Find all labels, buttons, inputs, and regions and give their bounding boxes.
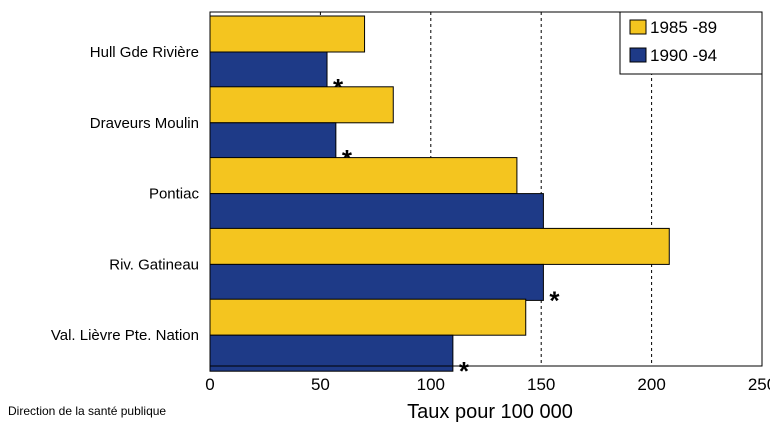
bar [209, 193, 544, 231]
x-tick-label: 250 [748, 375, 770, 394]
x-axis-label: Taux pour 100 000 [407, 401, 573, 423]
category-label: Pontiac [149, 186, 200, 203]
bar [209, 86, 394, 124]
plot-frame [209, 11, 763, 367]
bar [209, 227, 670, 265]
bar [209, 334, 454, 372]
x-tick-label: 50 [311, 375, 330, 394]
category-labels: Hull Gde Rivière Draveurs Moulin Pontiac Ri… [51, 44, 200, 344]
bars-group: **** [209, 15, 670, 386]
bar [209, 15, 366, 53]
bar [209, 263, 544, 301]
legend-label: 1990 -94 [650, 46, 717, 65]
legend-swatch [629, 19, 647, 35]
x-tick-label: 200 [637, 375, 665, 394]
legend: 1985 -89 1990 -94 [619, 11, 763, 75]
x-tick-label: 0 [205, 375, 214, 394]
significance-marker: * [549, 285, 560, 315]
legend-label: 1985 -89 [650, 18, 717, 37]
source-note: Direction de la santé publique [8, 404, 167, 418]
bar [209, 122, 337, 160]
bar [209, 298, 527, 336]
bar [209, 51, 328, 89]
bar [209, 157, 518, 195]
significance-marker: * [459, 356, 470, 386]
category-label: Draveurs Moulin [90, 115, 199, 132]
x-tick-label: 150 [527, 375, 555, 394]
x-tick-labels: 0 50 100 150 200 250 [205, 375, 770, 394]
legend-swatch [629, 47, 647, 63]
category-label: Hull Gde Rivière [90, 44, 199, 61]
category-label: Riv. Gatineau [109, 256, 199, 273]
x-tick-label: 100 [417, 375, 445, 394]
category-label: Val. Lièvre Pte. Nation [51, 327, 199, 344]
